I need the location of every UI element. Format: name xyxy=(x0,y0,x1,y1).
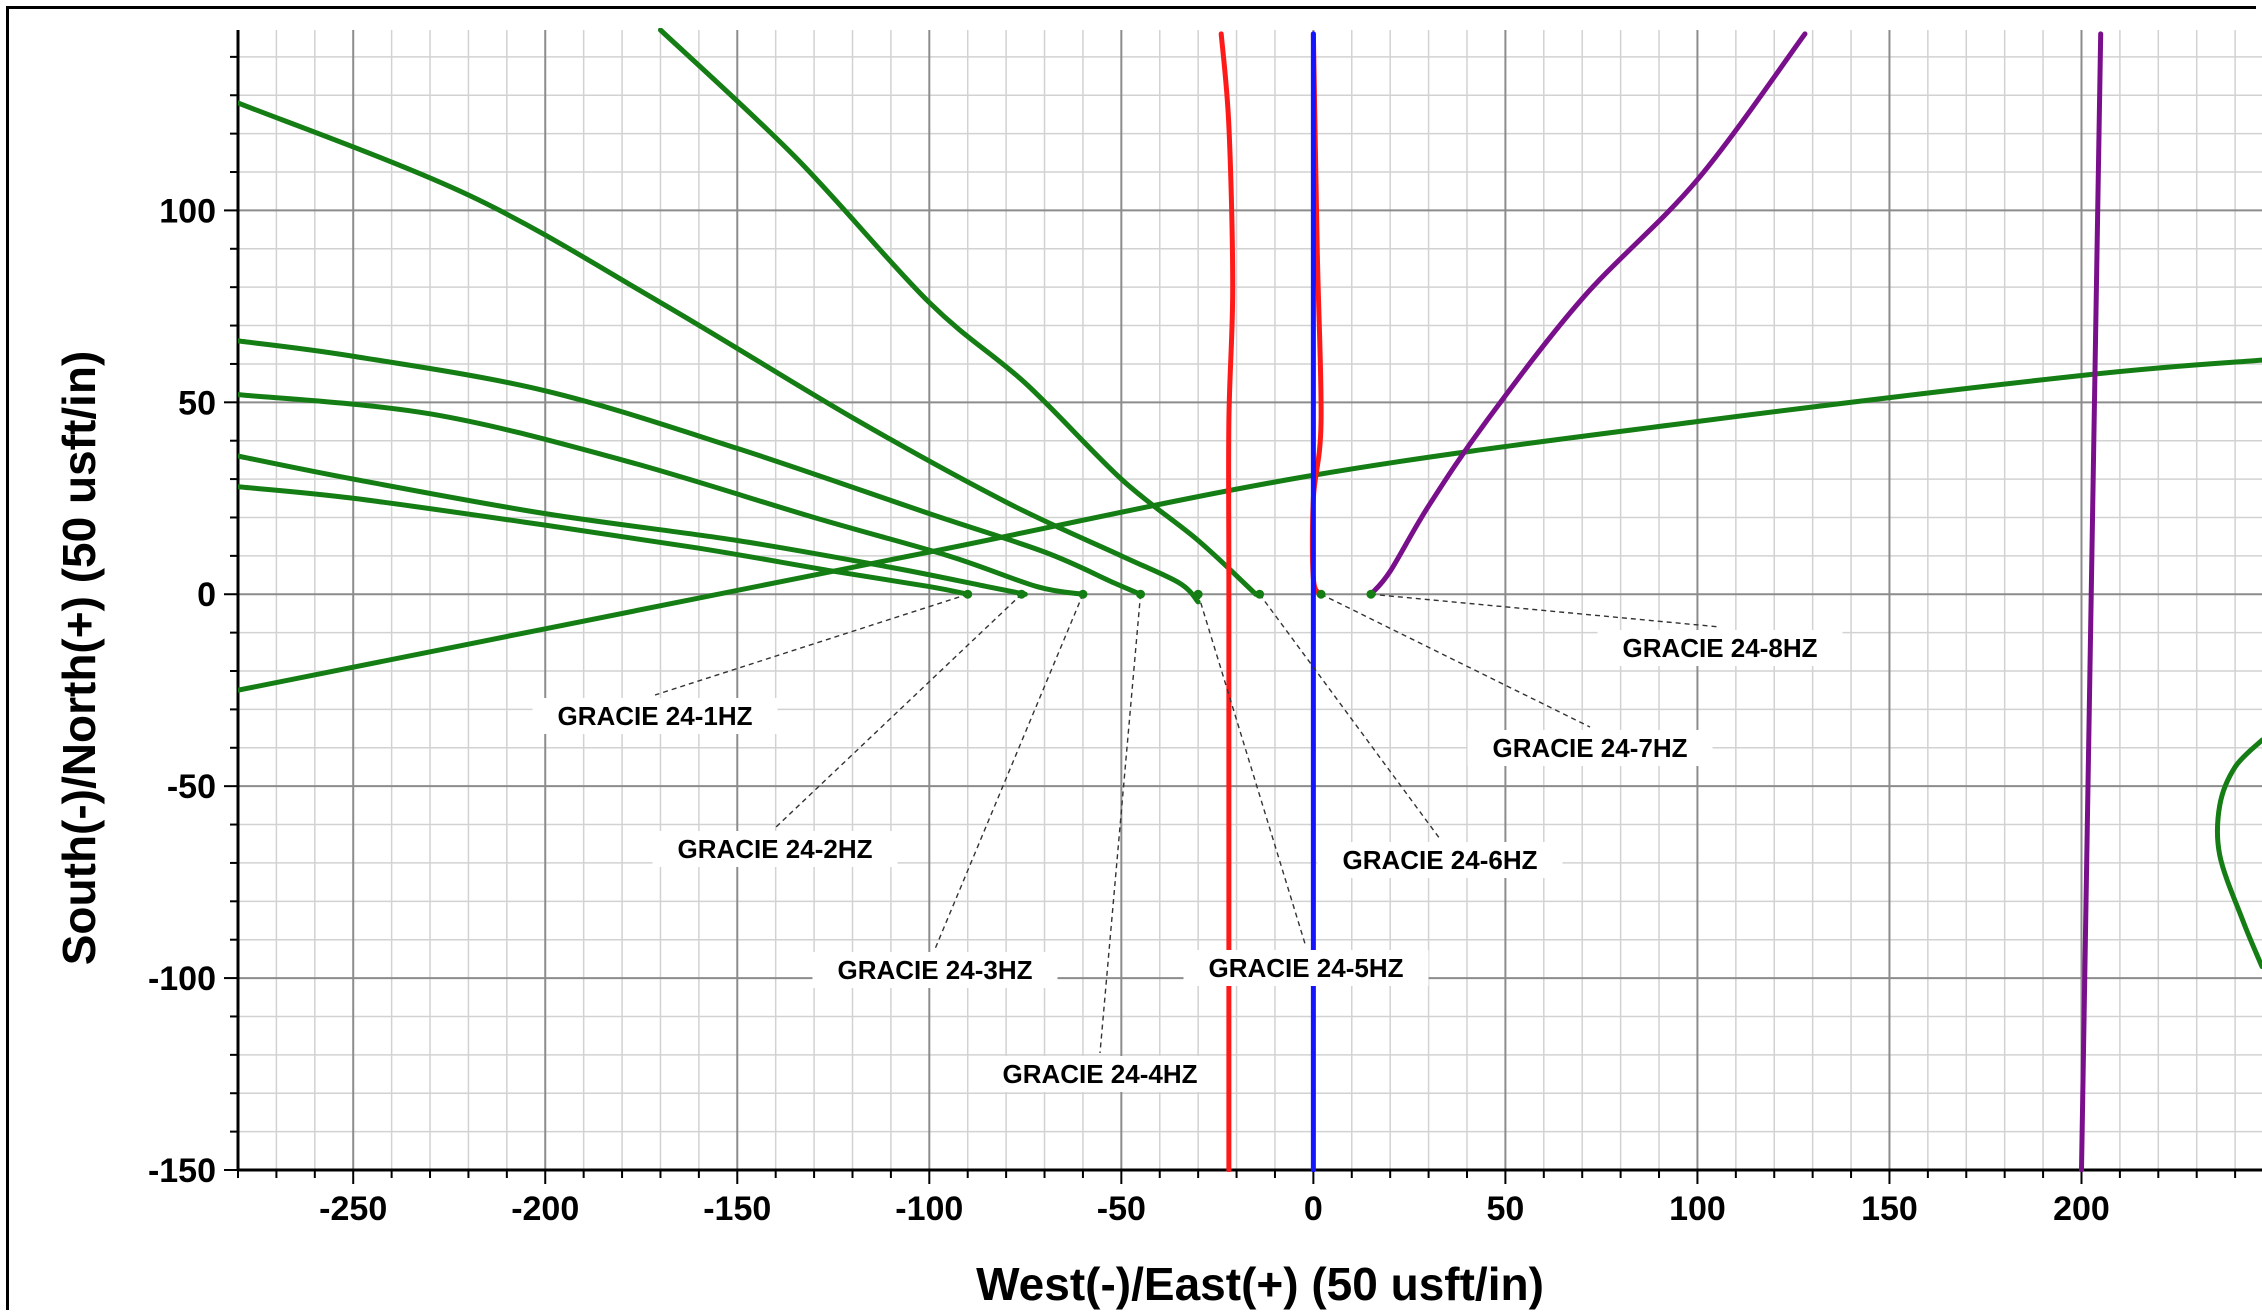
annotation-label: GRACIE 24-5HZ xyxy=(1208,953,1403,983)
annotation-leader xyxy=(1197,594,1307,948)
chart-frame xyxy=(6,6,2256,1310)
grid-major xyxy=(238,30,2262,1171)
axes xyxy=(224,30,2262,1184)
y-tick-label: 0 xyxy=(197,576,216,614)
y-tick-label: -150 xyxy=(148,1152,216,1190)
x-tick-label: 200 xyxy=(2053,1190,2110,1228)
x-tick-label: -250 xyxy=(319,1190,387,1228)
well-marker xyxy=(963,589,973,599)
annotation-bg xyxy=(532,698,778,734)
x-tick-label: -100 xyxy=(895,1190,963,1228)
well-marker xyxy=(1016,589,1026,599)
x-axis-title: West(-)/East(+) (50 usft/in) xyxy=(976,1258,1544,1310)
series-line-red-9 xyxy=(1218,31,1236,1172)
series-line-green-1 xyxy=(238,484,971,597)
annotation-label: GRACIE 24-8HZ xyxy=(1622,633,1817,663)
series-line-green-4 xyxy=(238,338,1144,597)
annotation-leader xyxy=(934,593,1084,950)
series-line-green-3 xyxy=(238,392,1086,597)
well-marker xyxy=(1078,589,1088,599)
x-tick-label: 50 xyxy=(1486,1190,1524,1228)
y-tick-label: -100 xyxy=(148,960,216,998)
well-marker xyxy=(1316,589,1326,599)
tick-labels: -250 -200 -150 -100 -50 0 50 100 150 200 100 50 0 -50… xyxy=(148,192,2110,1228)
well-marker xyxy=(1366,589,1376,599)
annotation-bg xyxy=(1467,730,1713,766)
annotation-leader xyxy=(1320,593,1591,728)
annotation-bg xyxy=(812,952,1058,988)
annotation-label: GRACIE 24-7HZ xyxy=(1492,733,1687,763)
series-line-purple-13 xyxy=(2078,31,2104,1172)
series-line-green-6 xyxy=(657,28,1259,597)
y-tick-label: 100 xyxy=(159,192,216,230)
x-tick-label: 150 xyxy=(1861,1190,1918,1228)
x-tick-label: -150 xyxy=(703,1190,771,1228)
annotation-leader xyxy=(1259,593,1441,840)
annotation-labels: GRACIE 24-1HZ GRACIE 24-2HZ GRACIE 24-3HZ G… xyxy=(532,630,1843,1092)
annotation-label: GRACIE 24-3HZ xyxy=(837,955,1032,985)
grid-minor xyxy=(237,30,2262,1170)
x-tick-label: -200 xyxy=(511,1190,579,1228)
series-group xyxy=(238,28,2262,1172)
x-tick-label: -50 xyxy=(1097,1190,1146,1228)
annotation-label: GRACIE 24-4HZ xyxy=(1002,1059,1197,1089)
annotation-bg xyxy=(977,1056,1223,1092)
x-tick-label: 100 xyxy=(1669,1190,1726,1228)
y-tick-label: -50 xyxy=(167,768,216,806)
annotation-leaders xyxy=(654,589,1721,1054)
series-line-green-2 xyxy=(238,453,1028,597)
annotation-label: GRACIE 24-2HZ xyxy=(677,834,872,864)
annotation-leader xyxy=(654,593,968,696)
annotation-bg xyxy=(1317,842,1563,878)
x-tick-label: 0 xyxy=(1304,1190,1323,1228)
series-line-green-5 xyxy=(238,100,1201,605)
annotation-label: GRACIE 24-1HZ xyxy=(557,701,752,731)
annotation-bg xyxy=(1597,630,1843,666)
annotation-bg xyxy=(1183,950,1429,986)
well-marker xyxy=(1193,589,1203,599)
series-line-green-8 xyxy=(2214,737,2262,970)
y-tick-label: 50 xyxy=(178,384,216,422)
well-marker xyxy=(1136,589,1146,599)
annotation-bg xyxy=(652,831,898,867)
well-marker xyxy=(1255,589,1265,599)
series-line-green-7 xyxy=(238,357,2262,693)
annotation-leader xyxy=(1370,593,1721,628)
annotation-leader xyxy=(1099,594,1142,1054)
series-line-purple-12 xyxy=(1368,31,1808,597)
y-axis-title: South(-)/North(+) (50 usft/in) xyxy=(53,351,105,966)
annotation-label: GRACIE 24-6HZ xyxy=(1342,845,1537,875)
annotation-leader xyxy=(774,593,1022,829)
